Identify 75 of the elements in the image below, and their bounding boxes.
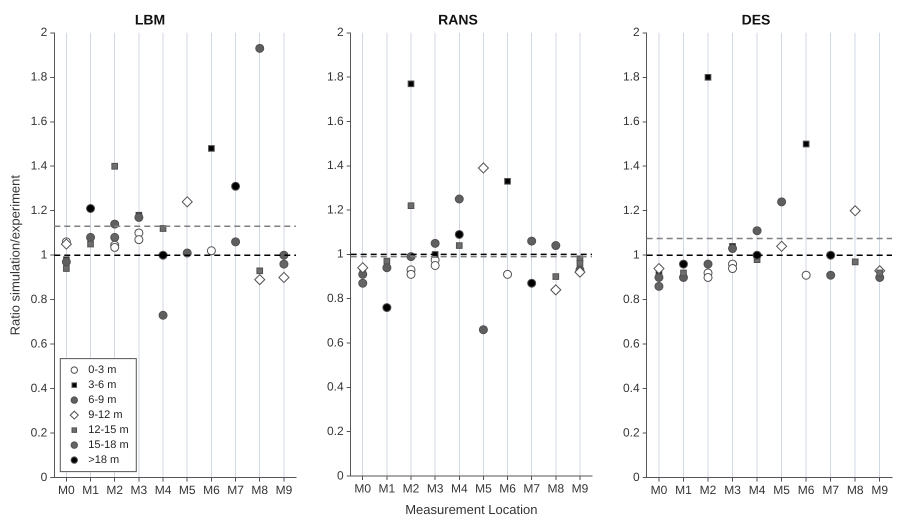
y-tick-label: 1.2 xyxy=(30,203,48,218)
y-tick-label: 1.8 xyxy=(326,69,344,84)
x-tick-label: M5 xyxy=(773,483,790,498)
x-tick-label: M8 xyxy=(251,483,268,498)
y-tick-label: 0.4 xyxy=(326,380,344,394)
y-tick-label: 0.4 xyxy=(30,380,48,395)
y-tick-label: 0.4 xyxy=(622,380,640,395)
y-tick-label: 2 xyxy=(40,25,48,40)
x-tick-label: M4 xyxy=(748,483,766,498)
chart-title: RANS xyxy=(438,11,478,28)
x-tick-label: M8 xyxy=(547,482,564,496)
x-tick-label: M6 xyxy=(499,482,516,496)
x-tick-label: M2 xyxy=(700,483,717,498)
x-tick-label: M6 xyxy=(203,483,220,498)
x-tick-label: M7 xyxy=(523,482,540,496)
legend-label: 12-15 m xyxy=(88,424,129,436)
x-tick-label: M7 xyxy=(227,483,244,498)
y-tick-label: 0.2 xyxy=(622,425,640,440)
y-tick-label: 1 xyxy=(336,246,344,261)
legend-label: 0-3 m xyxy=(88,364,116,376)
y-tick-label: 0.2 xyxy=(326,424,344,438)
y-tick-label: 1.6 xyxy=(30,114,48,128)
x-tick-label: M3 xyxy=(426,482,444,496)
x-axis-title: Measurement Location xyxy=(405,502,538,517)
y-tick-label: 0 xyxy=(336,468,344,482)
y-tick-label: 0 xyxy=(632,470,640,484)
x-tick-label: M0 xyxy=(58,483,76,498)
chart-title: DES xyxy=(742,11,770,28)
x-tick-label: M7 xyxy=(822,483,840,498)
y-tick-label: 0.6 xyxy=(30,336,48,350)
legend-label: 15-18 m xyxy=(88,439,129,452)
y-tick-label: 0.6 xyxy=(326,335,344,350)
y-tick-label: 0.8 xyxy=(622,292,640,306)
chart-title: LBM xyxy=(134,11,166,28)
y-tick-label: 0 xyxy=(40,470,48,484)
x-tick-label: M4 xyxy=(450,482,468,496)
y-tick-label: 1.6 xyxy=(326,114,344,128)
y-tick-label: 0.2 xyxy=(30,425,48,440)
x-tick-label: M2 xyxy=(106,483,124,498)
x-tick-label: M6 xyxy=(798,483,815,498)
x-tick-label: M5 xyxy=(178,483,196,498)
y-tick-label: 1 xyxy=(40,248,48,262)
x-tick-label: M1 xyxy=(378,482,396,496)
y-tick-label: 1.8 xyxy=(30,70,48,84)
y-tick-label: 1.8 xyxy=(622,70,640,84)
legend-label: >18 m xyxy=(88,454,120,466)
legend-label: 3-6 m xyxy=(88,379,116,392)
y-tick-label: 0.8 xyxy=(326,291,344,306)
x-tick-label: M9 xyxy=(572,482,589,496)
y-axis-title: Ratio simulation/experiment xyxy=(7,174,22,336)
y-tick-label: 1.2 xyxy=(326,202,344,216)
x-tick-label: M5 xyxy=(475,482,492,496)
y-tick-label: 1.4 xyxy=(30,158,48,173)
y-tick-label: 2 xyxy=(336,25,344,40)
legend-label: 9-12 m xyxy=(88,409,123,422)
y-tick-label: 1.6 xyxy=(622,114,640,128)
x-tick-label: M1 xyxy=(82,483,100,498)
y-tick-label: 0.8 xyxy=(30,292,48,306)
y-tick-label: 1.4 xyxy=(326,158,344,172)
y-tick-label: 1.2 xyxy=(622,203,640,218)
y-tick-label: 2 xyxy=(632,25,640,40)
legend-label: 6-9 m xyxy=(88,394,116,406)
x-tick-label: M0 xyxy=(650,483,668,498)
y-tick-label: 1 xyxy=(632,248,640,262)
x-tick-label: M8 xyxy=(846,483,864,498)
x-tick-label: M1 xyxy=(675,483,692,498)
x-tick-label: M0 xyxy=(354,482,372,496)
x-tick-label: M2 xyxy=(402,482,420,496)
x-tick-label: M9 xyxy=(276,483,293,498)
x-tick-label: M9 xyxy=(871,483,888,498)
y-tick-label: 0.6 xyxy=(622,336,640,350)
x-tick-label: M4 xyxy=(154,483,172,498)
x-tick-label: M3 xyxy=(724,483,742,498)
x-tick-label: M3 xyxy=(130,483,148,498)
y-tick-label: 1.4 xyxy=(622,158,640,173)
